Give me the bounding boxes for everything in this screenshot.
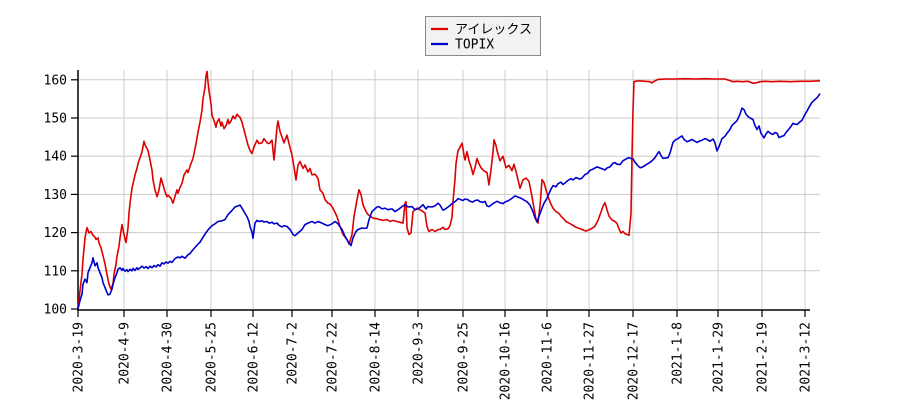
x-tick-label: 2020-8-14: [369, 322, 384, 393]
x-tick-label: 2021-3-12: [799, 322, 814, 392]
x-tick-label: 2020-10-16: [499, 322, 514, 400]
x-tick-label: 2020-3-19: [72, 322, 87, 392]
series-topix-line: [77, 93, 821, 310]
y-tick-label: 100: [44, 303, 67, 318]
x-tick-label: 2020-4-30: [161, 322, 176, 392]
x-tick-label: 2020-7-2: [286, 322, 301, 385]
x-tick-label: 2021-1-29: [712, 322, 727, 392]
x-tick-label: 2020-9-25: [457, 322, 472, 392]
gridlines: [77, 70, 820, 309]
y-tick-label: 160: [44, 73, 67, 88]
y-tick-label: 110: [44, 264, 67, 279]
legend-label: アイレックス: [455, 23, 532, 38]
series-airex-line: [77, 70, 821, 310]
y-tick-label: 140: [44, 150, 67, 165]
x-tick-label: 2020-9-3: [412, 322, 427, 385]
legend-box: [425, 16, 541, 56]
x-tick-label: 2020-12-17: [627, 322, 642, 400]
x-tick-label: 2020-5-25: [205, 322, 220, 392]
x-tick-label: 2020-7-22: [326, 322, 341, 392]
axes: 100 110 120 130 140 150 160 2020-3-19 2020-4-9 20…: [44, 70, 814, 400]
x-tick-label: 2020-11-27: [583, 322, 598, 400]
x-tick-label: 2021-2-19: [756, 322, 771, 392]
y-tick-label: 120: [44, 226, 67, 241]
x-tick-label: 2020-6-12: [247, 322, 262, 392]
x-tick-label: 2020-4-9: [118, 322, 133, 385]
x-tick-label: 2020-11-6: [541, 322, 556, 392]
y-tick-label: 150: [44, 112, 67, 127]
y-tick-label: 130: [44, 188, 67, 203]
legend-label: TOPIX: [455, 38, 494, 53]
series-lines: [77, 70, 821, 310]
x-tick-label: 2021-1-8: [671, 322, 686, 385]
